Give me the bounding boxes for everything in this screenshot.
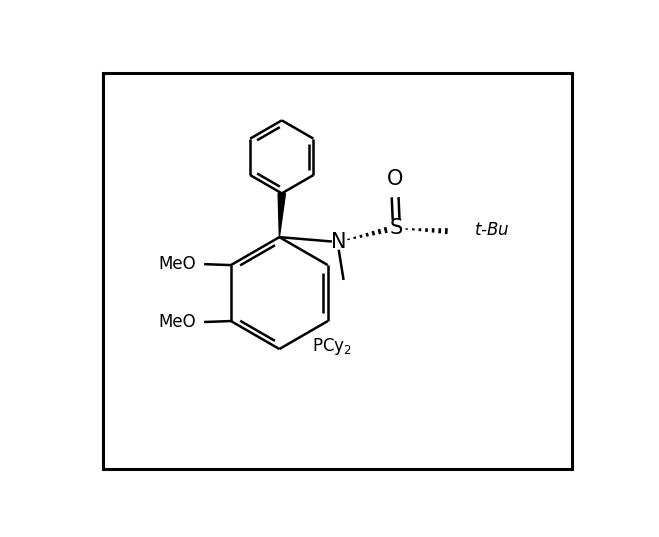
Text: $t$-Bu: $t$-Bu (474, 221, 509, 240)
Text: O: O (387, 169, 403, 189)
Text: MeO: MeO (159, 255, 196, 273)
Polygon shape (278, 193, 285, 237)
Text: S: S (389, 219, 403, 238)
Text: N: N (331, 232, 347, 252)
Text: PCy$_2$: PCy$_2$ (312, 336, 352, 357)
Text: MeO: MeO (159, 313, 196, 331)
